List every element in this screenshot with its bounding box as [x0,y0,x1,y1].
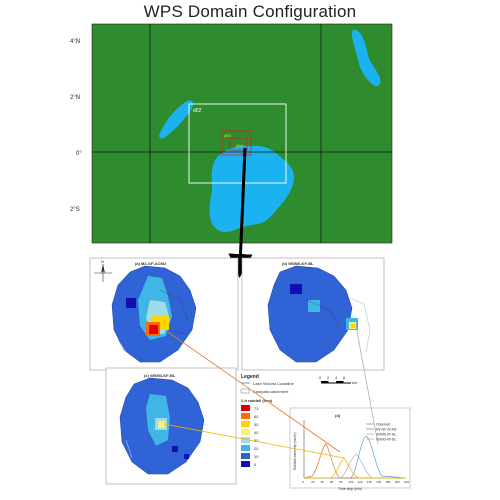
legend: Legend Lake Victoria Coastline Kampala c… [240,374,295,467]
svg-text:0: 0 [319,375,322,380]
panel-c-label: (c) WSM3-KF-BL [144,373,176,378]
legend-bin-swatch [241,445,250,451]
series-m2-gf-acm2 [303,443,406,479]
page-title: WPS Domain Configuration [143,2,357,21]
x-ticks: 0 20 40 60 80 100 120 140 160 180 200 220 [302,480,409,484]
lat-label-2n: 2°N [70,95,80,101]
legend-bin-label: 73 [254,406,259,411]
legend-bin-label: 20 [254,446,259,451]
plot-ylabel: Rainfall intensity (mm/h) [293,432,297,470]
legend-bin-swatch [241,437,250,443]
connector-a-to-d [167,331,341,453]
zoom-arrow [228,147,253,278]
panel-b-label: (b) WSM6-KF-BL [282,261,314,266]
legend-bin-label: 0 [254,462,257,467]
lake-upper-left [159,100,194,139]
legend-bin-swatch [241,421,250,427]
legend-bin-label: 60 [254,414,259,419]
legend-bin-label: 10 [254,454,259,459]
lake-upper-right [352,29,381,86]
panel-a: (a) M2-GF-ACM2 N [89,257,239,371]
x-tick-label: 160 [376,480,381,484]
svg-text:6: 6 [343,375,346,380]
plot-legend-label: WSM6-KF-BL [376,432,396,436]
compass-icon [94,264,112,282]
series-wsm6-kf-bl [304,453,406,479]
legend-bin-label: 50 [254,422,259,427]
svg-text:4: 4 [335,375,338,380]
panel-b: (b) WSM6-KF-BL [241,257,385,371]
x-tick-label: 120 [358,480,363,484]
x-tick-label: 100 [348,480,353,484]
legend-item-catchment: Kampala catchment [253,389,289,394]
svg-text:2: 2 [327,375,330,380]
d02-label: d02 [193,108,202,114]
connector-c-to-d [163,423,345,459]
plot-legend-label: M2-GF-ACM2 [376,427,397,431]
lake-victoria [209,145,294,232]
panel-d-label: (d) [335,413,341,418]
lat-label-2s: 2°S [70,207,80,213]
x-tick-label: 60 [330,480,334,484]
plot-legend-label: Observed [376,422,390,426]
svg-text:km: km [352,380,358,385]
plot-xlabel: Time step (min) [338,487,362,491]
x-tick-label: 180 [385,480,390,484]
d04-label: d04 [236,143,243,148]
legend-rain-title: 2-h rainfall (mm) [241,398,273,403]
legend-bin-label: 40 [254,430,259,435]
panel-d: (d) Rainfall intensity (mm/h) Time step … [289,407,411,491]
legend-item-coastline: Lake Victoria Coastline [253,381,295,386]
d03-domain-box [221,130,252,156]
legend-bin-label: 30 [254,438,259,443]
scale-bar: 0 2 4 6 km [319,375,358,385]
legend-bin-swatch [241,413,250,419]
compass-n: N [101,259,104,264]
plot-legend-label: WSM3-KF-BL [376,437,396,441]
x-tick-label: 220 [404,480,409,484]
x-tick-label: 140 [367,480,372,484]
panel-b-catchment [267,265,353,363]
panel-a-label: (a) M2-GF-ACM2 [135,261,167,266]
legend-bin-swatch [241,461,250,467]
legend-bin-swatch [241,429,250,435]
x-tick-label: 80 [339,480,343,484]
legend-bin-swatch [241,453,250,459]
legend-bin-swatch [241,405,250,411]
x-tick-label: 40 [321,480,325,484]
panel-c: (c) WSM3-KF-BL [105,367,237,485]
x-tick-label: 20 [311,480,315,484]
d02-domain-box [188,103,287,184]
d04-domain-box [229,137,248,151]
connector-b-to-d [355,325,379,445]
legend-title: Legend [241,374,259,380]
lat-label-4n: 4°N [70,39,80,45]
d03-label: d03 [224,133,231,138]
domain-map: d02 d03 d04 4°N 2°N 0° 2°S [70,23,393,244]
legend-bins: 73 60 50 40 30 20 10 0 [241,405,259,467]
x-tick-label: 0 [302,480,304,484]
x-tick-label: 200 [395,480,400,484]
lat-label-0: 0° [76,151,82,157]
